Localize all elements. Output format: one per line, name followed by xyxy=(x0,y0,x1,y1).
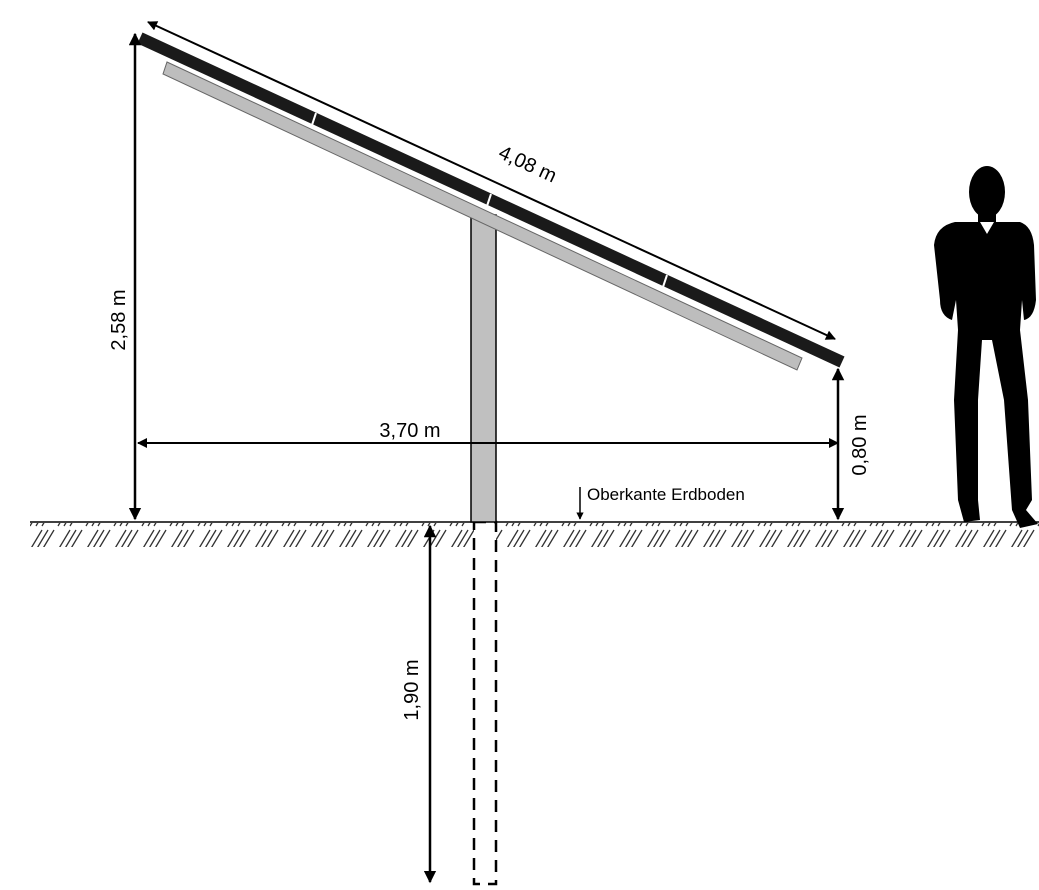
dimension-label: 2,58 m xyxy=(108,289,130,350)
dimension-line xyxy=(147,21,836,340)
dimension-label: 3,70 m xyxy=(379,420,440,442)
ground-label: Oberkante Erdboden xyxy=(587,485,745,504)
person-silhouette xyxy=(934,166,1038,528)
foundation-post xyxy=(472,520,498,886)
post xyxy=(470,214,497,523)
dimension-label: 1,90 m xyxy=(401,659,423,720)
ground xyxy=(30,521,1039,547)
dimension-label: 4,08 m xyxy=(495,142,560,188)
dimension-label: 0,80 m xyxy=(849,414,871,475)
